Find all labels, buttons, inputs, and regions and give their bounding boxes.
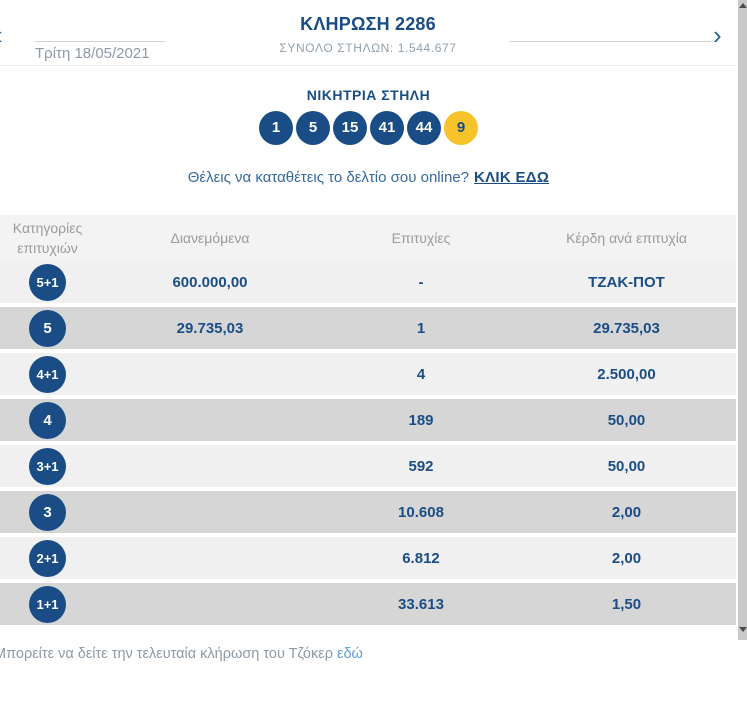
cell-prize: 2,00 xyxy=(611,503,642,521)
cell-prize: 50,00 xyxy=(607,411,646,429)
table-row: 3 10.608 2,00 xyxy=(0,491,736,533)
winning-number-ball: 41 xyxy=(370,111,404,145)
cell-distributed: 600.000,00 xyxy=(172,273,248,291)
cell-prize: 2.500,00 xyxy=(597,365,656,383)
footer-note: Μπορείτε να δείτε την τελευταία κλήρωση … xyxy=(0,646,363,662)
winning-numbers: 1 5 15 41 44 9 xyxy=(0,111,737,145)
cell-winners: 6.812 xyxy=(402,549,440,567)
scroll-up-icon[interactable] xyxy=(739,3,747,8)
column-header-prize: Κέρδη ανά επιτυχία xyxy=(566,230,687,246)
cell-distributed: 29.735,03 xyxy=(176,319,244,337)
prize-table: Κατηγορίες επιτυχιών Διανεμόμενα Επιτυχί… xyxy=(0,215,736,625)
cell-winners: 4 xyxy=(416,365,426,383)
table-row: 5 29.735,03 1 29.735,03 xyxy=(0,307,736,349)
winning-number-ball: 15 xyxy=(333,111,367,145)
prize-table-body: 5+1 600.000,00 - ΤΖΑΚ-ΠΟΤ 5 29.735,03 1 29.735,… xyxy=(0,261,736,625)
cell-winners: 189 xyxy=(408,411,434,429)
cell-winners: 592 xyxy=(408,457,434,475)
cell-winners: 1 xyxy=(416,319,426,337)
total-columns-label: ΣΥΝΟΛΟ ΣΤΗΛΩΝ: 1.544.677 xyxy=(279,41,457,55)
cell-winners: 33.613 xyxy=(398,595,444,613)
header-divider-right xyxy=(510,41,711,42)
cell-winners: - xyxy=(418,273,424,291)
table-row: 1+1 33.613 1,50 xyxy=(0,583,736,625)
online-cta-text: Θέλεις να καταθέτεις το δελτίο σου onlin… xyxy=(187,169,469,186)
header-divider-left xyxy=(35,41,165,42)
last-draw-link[interactable]: εδώ xyxy=(336,646,363,662)
category-badge: 5 xyxy=(29,309,66,347)
draw-title: ΚΛΗΡΩΣΗ 2286 xyxy=(300,14,436,34)
cell-winners: 10.608 xyxy=(398,503,444,521)
category-badge: 2+1 xyxy=(29,539,66,577)
online-cta: Θέλεις να καταθέτεις το δελτίο σου onlin… xyxy=(0,169,737,186)
cell-prize: 29.735,03 xyxy=(593,319,660,337)
category-badge: 4 xyxy=(29,401,66,439)
draw-date: Τρίτη 18/05/2021 xyxy=(35,45,150,62)
cell-prize: ΤΖΑΚ-ΠΟΤ xyxy=(588,273,665,291)
winning-column-heading: ΝΙΚΗΤΡΙΑ ΣΤΗΛΗ xyxy=(306,87,431,103)
draw-title-block: ΚΛΗΡΩΣΗ 2286 ΣΥΝΟΛΟ ΣΤΗΛΩΝ: 1.544.677 xyxy=(168,14,568,55)
column-header-winners: Επιτυχίες xyxy=(391,230,451,246)
category-badge: 5+1 xyxy=(29,263,66,301)
table-row: 5+1 600.000,00 - ΤΖΑΚ-ΠΟΤ xyxy=(0,261,736,303)
category-badge: 3 xyxy=(29,493,66,531)
table-row: 4+1 4 2.500,00 xyxy=(0,353,736,395)
prize-table-header: Κατηγορίες επιτυχιών Διανεμόμενα Επιτυχί… xyxy=(0,215,736,261)
joker-number-ball: 9 xyxy=(444,111,478,145)
table-row: 4 189 50,00 xyxy=(0,399,736,441)
footer-text: Μπορείτε να δείτε την τελευταία κλήρωση … xyxy=(0,646,333,662)
table-row: 2+1 6.812 2,00 xyxy=(0,537,736,579)
table-row: 3+1 592 50,00 xyxy=(0,445,736,487)
click-here-link[interactable]: ΚΛΙΚ ΕΔΩ xyxy=(474,169,550,186)
winning-number-ball: 1 xyxy=(259,111,293,145)
category-badge: 4+1 xyxy=(29,355,66,393)
winning-number-ball: 44 xyxy=(407,111,441,145)
scroll-down-icon[interactable] xyxy=(739,627,747,632)
column-header-category: Κατηγορίες επιτυχιών xyxy=(12,219,83,256)
cell-prize: 1,50 xyxy=(611,595,642,613)
cell-prize: 2,00 xyxy=(611,549,642,567)
previous-draw-arrow-icon[interactable]: ‹ xyxy=(0,22,3,48)
column-header-distributed: Διανεμόμενα xyxy=(170,230,250,246)
winning-number-ball: 5 xyxy=(296,111,330,145)
cell-prize: 50,00 xyxy=(607,457,646,475)
category-badge: 1+1 xyxy=(29,585,66,623)
draw-header: ‹ Τρίτη 18/05/2021 ΚΛΗΡΩΣΗ 2286 ΣΥΝΟΛΟ Σ… xyxy=(0,0,737,66)
next-draw-arrow-icon[interactable]: › xyxy=(713,20,722,50)
vertical-scrollbar[interactable] xyxy=(737,0,747,640)
category-badge: 3+1 xyxy=(29,447,66,485)
